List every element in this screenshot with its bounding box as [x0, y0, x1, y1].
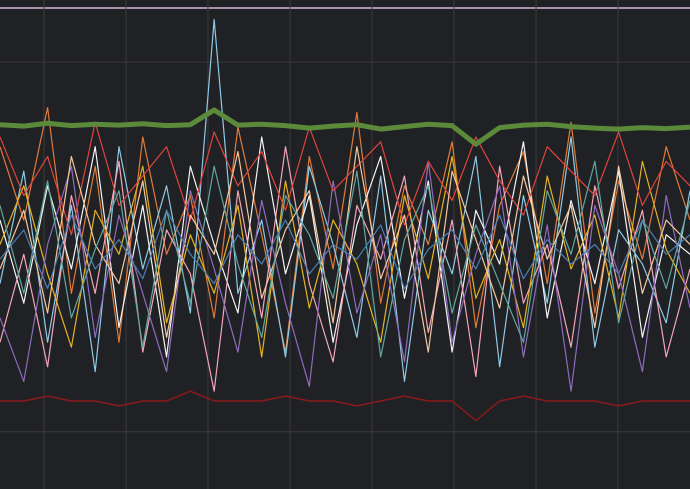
- series-line: [0, 390, 690, 422]
- series-line: [0, 155, 690, 358]
- series-line: [0, 146, 690, 392]
- series-line: [0, 160, 690, 358]
- series-line: [0, 107, 690, 147]
- series-line: [0, 106, 690, 353]
- series-line: [0, 160, 690, 392]
- series-line: [0, 121, 690, 236]
- series-line: [0, 209, 690, 290]
